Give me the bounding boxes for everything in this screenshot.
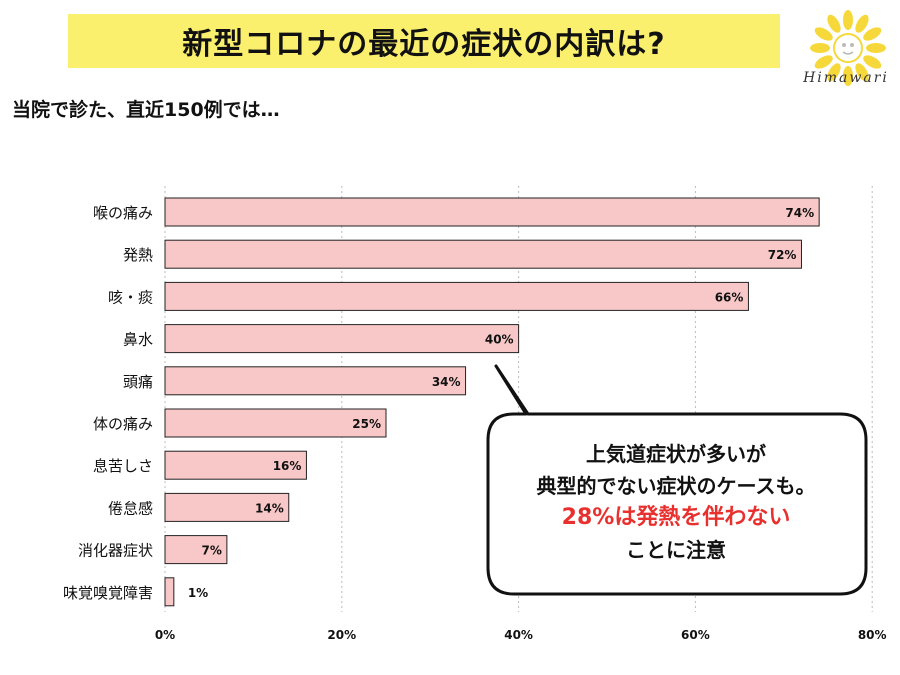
y-category-label: 咳・痰 [108, 288, 153, 306]
logo-text: Himawari [803, 70, 889, 86]
y-category-label: 倦怠感 [108, 499, 153, 517]
y-category-label: 息苦しさ [93, 457, 153, 475]
y-category-label: 発熱 [123, 246, 153, 264]
x-tick-label: 60% [681, 628, 710, 642]
bar-value-label: 25% [352, 417, 381, 431]
bar [164, 239, 802, 269]
bar-value-label: 74% [785, 206, 814, 220]
y-category-label: 頭痛 [123, 373, 153, 391]
bar [164, 324, 520, 354]
bar [164, 450, 307, 480]
bar-value-label: 7% [202, 544, 222, 558]
y-category-label: 消化器症状 [78, 542, 153, 560]
bar-value-label: 34% [432, 375, 461, 389]
page-title: 新型コロナの最近の症状の内訳は? [182, 27, 666, 62]
callout-text: 上気道症状が多いが 典型的でない症状のケースも。 28%は発熱を伴わない ことに… [490, 438, 862, 566]
y-category-label: 鼻水 [123, 331, 153, 349]
x-tick-label: 20% [327, 628, 356, 642]
y-category-label: 喉の痛み [93, 204, 153, 222]
bar [164, 577, 175, 607]
bar [164, 366, 467, 396]
bar [164, 197, 820, 227]
title-banner: 新型コロナの最近の症状の内訳は? [68, 14, 780, 68]
callout-line-2: 典型的でない症状のケースも。 [536, 474, 816, 498]
callout-line-4: ことに注意 [626, 538, 726, 562]
callout-line-3-highlight: 28%は発熱を伴わない [561, 505, 791, 530]
page-subtitle: 当院で診た、直近150例では… [12, 99, 280, 121]
y-category-label: 体の痛み [93, 415, 153, 433]
bar [164, 281, 749, 311]
bar-value-label: 14% [255, 501, 284, 515]
bar [164, 492, 290, 522]
bar-value-label: 66% [715, 290, 744, 304]
bar-value-label: 72% [768, 248, 797, 262]
bar-value-label: 1% [188, 586, 208, 600]
x-tick-label: 0% [155, 628, 175, 642]
sunflower-logo-icon [810, 10, 886, 86]
bar [164, 408, 387, 438]
x-tick-label: 80% [858, 628, 887, 642]
callout-bubble [486, 364, 868, 596]
callout-line-1: 上気道症状が多いが [586, 442, 766, 466]
y-category-label: 味覚嗅覚障害 [63, 584, 153, 602]
bar-value-label: 16% [273, 459, 302, 473]
x-tick-label: 40% [504, 628, 533, 642]
bar-value-label: 40% [485, 333, 514, 347]
bar [164, 535, 228, 565]
